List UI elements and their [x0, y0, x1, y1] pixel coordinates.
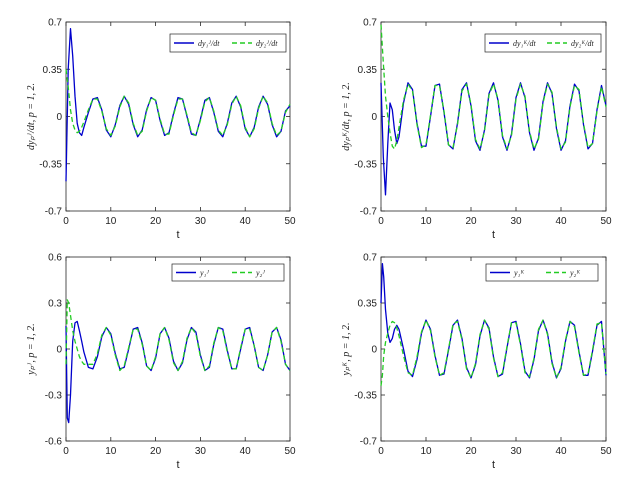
- axes-frame: [65, 256, 291, 442]
- x-axis-label: t: [492, 229, 495, 241]
- legend: y₁ᴶ y₂ᴶ: [171, 263, 285, 282]
- x-tick-label: 50: [600, 216, 612, 227]
- axes-frame: [380, 256, 607, 442]
- y-axis-label: dyₚᴶ/dt, p = 1, 2.: [26, 83, 37, 150]
- series-line-2: [65, 69, 291, 138]
- series-line-2: [65, 299, 291, 372]
- x-axis-label: t: [176, 229, 179, 241]
- y-tick-label: -0.7: [360, 437, 378, 448]
- x-tick-label: 0: [378, 216, 384, 227]
- x-tick-label: 50: [600, 446, 612, 457]
- x-tick-label: 10: [105, 216, 117, 227]
- y-tick-label: 0: [56, 112, 62, 123]
- legend-label-2: dy₂ᴷ/dt: [571, 39, 595, 48]
- y-tick-label: 0: [371, 112, 377, 123]
- x-tick-label: 20: [465, 446, 477, 457]
- y-axis-label: yₚᴶ, p = 1, 2.: [26, 323, 37, 375]
- chart-panel-3: 0 10 20 30 40 50 0.6 0.3 0 -0.3 -0.6 t yₚᴶ, p = 1, 2…: [26, 253, 296, 472]
- legend-box: [169, 33, 287, 53]
- y-axis-label: yₚᴷ, p = 1, 2.: [341, 323, 352, 377]
- chart-panel-1: 0 10 20 30 40 50 0.7 0.35 0 -0.35 -0.7 t dyₚᴶ/dt, p …: [26, 18, 296, 242]
- x-tick-label: 40: [240, 216, 252, 227]
- legend-label-1: y₁ᴷ: [513, 269, 524, 278]
- legend: y₁ᴷ y₂ᴷ: [485, 263, 599, 282]
- x-tick-label: 20: [150, 216, 162, 227]
- legend-label-2: y₂ᴶ: [255, 269, 265, 278]
- x-tick-label: 10: [105, 446, 117, 457]
- y-tick-label: 0: [371, 345, 377, 356]
- y-tick-label: -0.6: [45, 437, 63, 448]
- legend-label-1: dy₁ᴶ/dt: [198, 39, 220, 48]
- y-tick-label: 0: [56, 345, 62, 356]
- y-tick-label: 0.7: [48, 18, 62, 29]
- x-tick-label: 30: [195, 446, 207, 457]
- y-tick-label: -0.35: [39, 159, 62, 170]
- legend: dy₁ᴷ/dt dy₂ᴷ/dt: [484, 33, 602, 53]
- y-tick-label: 0.7: [363, 253, 377, 264]
- x-tick-label: 30: [510, 446, 522, 457]
- legend-box: [484, 33, 602, 53]
- chart-panel-4: 0 10 20 30 40 50 0.7 0.35 0 -0.35 -0.7 t yₚᴷ, p = 1,…: [341, 253, 612, 472]
- legend: dy₁ᴶ/dt dy₂ᴶ/dt: [169, 33, 287, 53]
- series-line-2: [380, 24, 607, 150]
- y-tick-label: 0.35: [358, 299, 378, 310]
- y-tick-label: 0.7: [363, 18, 377, 29]
- x-tick-label: 0: [378, 446, 384, 457]
- legend-label-2: dy₂ᴶ/dt: [256, 39, 278, 48]
- y-tick-label: 0.6: [48, 253, 62, 264]
- x-tick-label: 40: [240, 446, 252, 457]
- y-tick-label: -0.35: [354, 159, 377, 170]
- x-tick-label: 30: [195, 216, 207, 227]
- x-tick-label: 50: [284, 216, 296, 227]
- x-tick-label: 20: [150, 446, 162, 457]
- legend-label-1: dy₁ᴷ/dt: [513, 39, 537, 48]
- y-tick-label: -0.7: [45, 207, 63, 218]
- x-tick-label: 0: [63, 446, 69, 457]
- y-tick-label: 0.35: [43, 65, 63, 76]
- legend-box: [171, 263, 285, 282]
- series-line-2: [380, 319, 607, 386]
- x-tick-label: 40: [555, 446, 567, 457]
- legend-label-1: y₁ᴶ: [199, 269, 209, 278]
- legend-label-2: y₂ᴷ: [569, 269, 580, 278]
- legend-box: [485, 263, 599, 282]
- x-tick-label: 40: [555, 216, 567, 227]
- x-tick-label: 10: [420, 216, 432, 227]
- y-axis-label: dyₚᴷ/dt, p = 1, 2.: [341, 82, 352, 150]
- x-tick-label: 30: [510, 216, 522, 227]
- x-tick-label: 20: [465, 216, 477, 227]
- x-axis-label: t: [492, 459, 495, 471]
- chart-panel-2: 0 10 20 30 40 50 0.7 0.35 0 -0.35 -0.7 t dyₚᴷ/dt, p …: [341, 18, 612, 242]
- x-tick-label: 0: [63, 216, 69, 227]
- x-tick-label: 10: [420, 446, 432, 457]
- y-tick-label: -0.3: [45, 391, 63, 402]
- y-tick-label: 0.3: [48, 299, 62, 310]
- y-tick-label: -0.35: [354, 391, 377, 402]
- y-tick-label: 0.35: [358, 65, 378, 76]
- x-axis-label: t: [176, 459, 179, 471]
- x-tick-label: 50: [284, 446, 296, 457]
- y-tick-label: -0.7: [360, 207, 378, 218]
